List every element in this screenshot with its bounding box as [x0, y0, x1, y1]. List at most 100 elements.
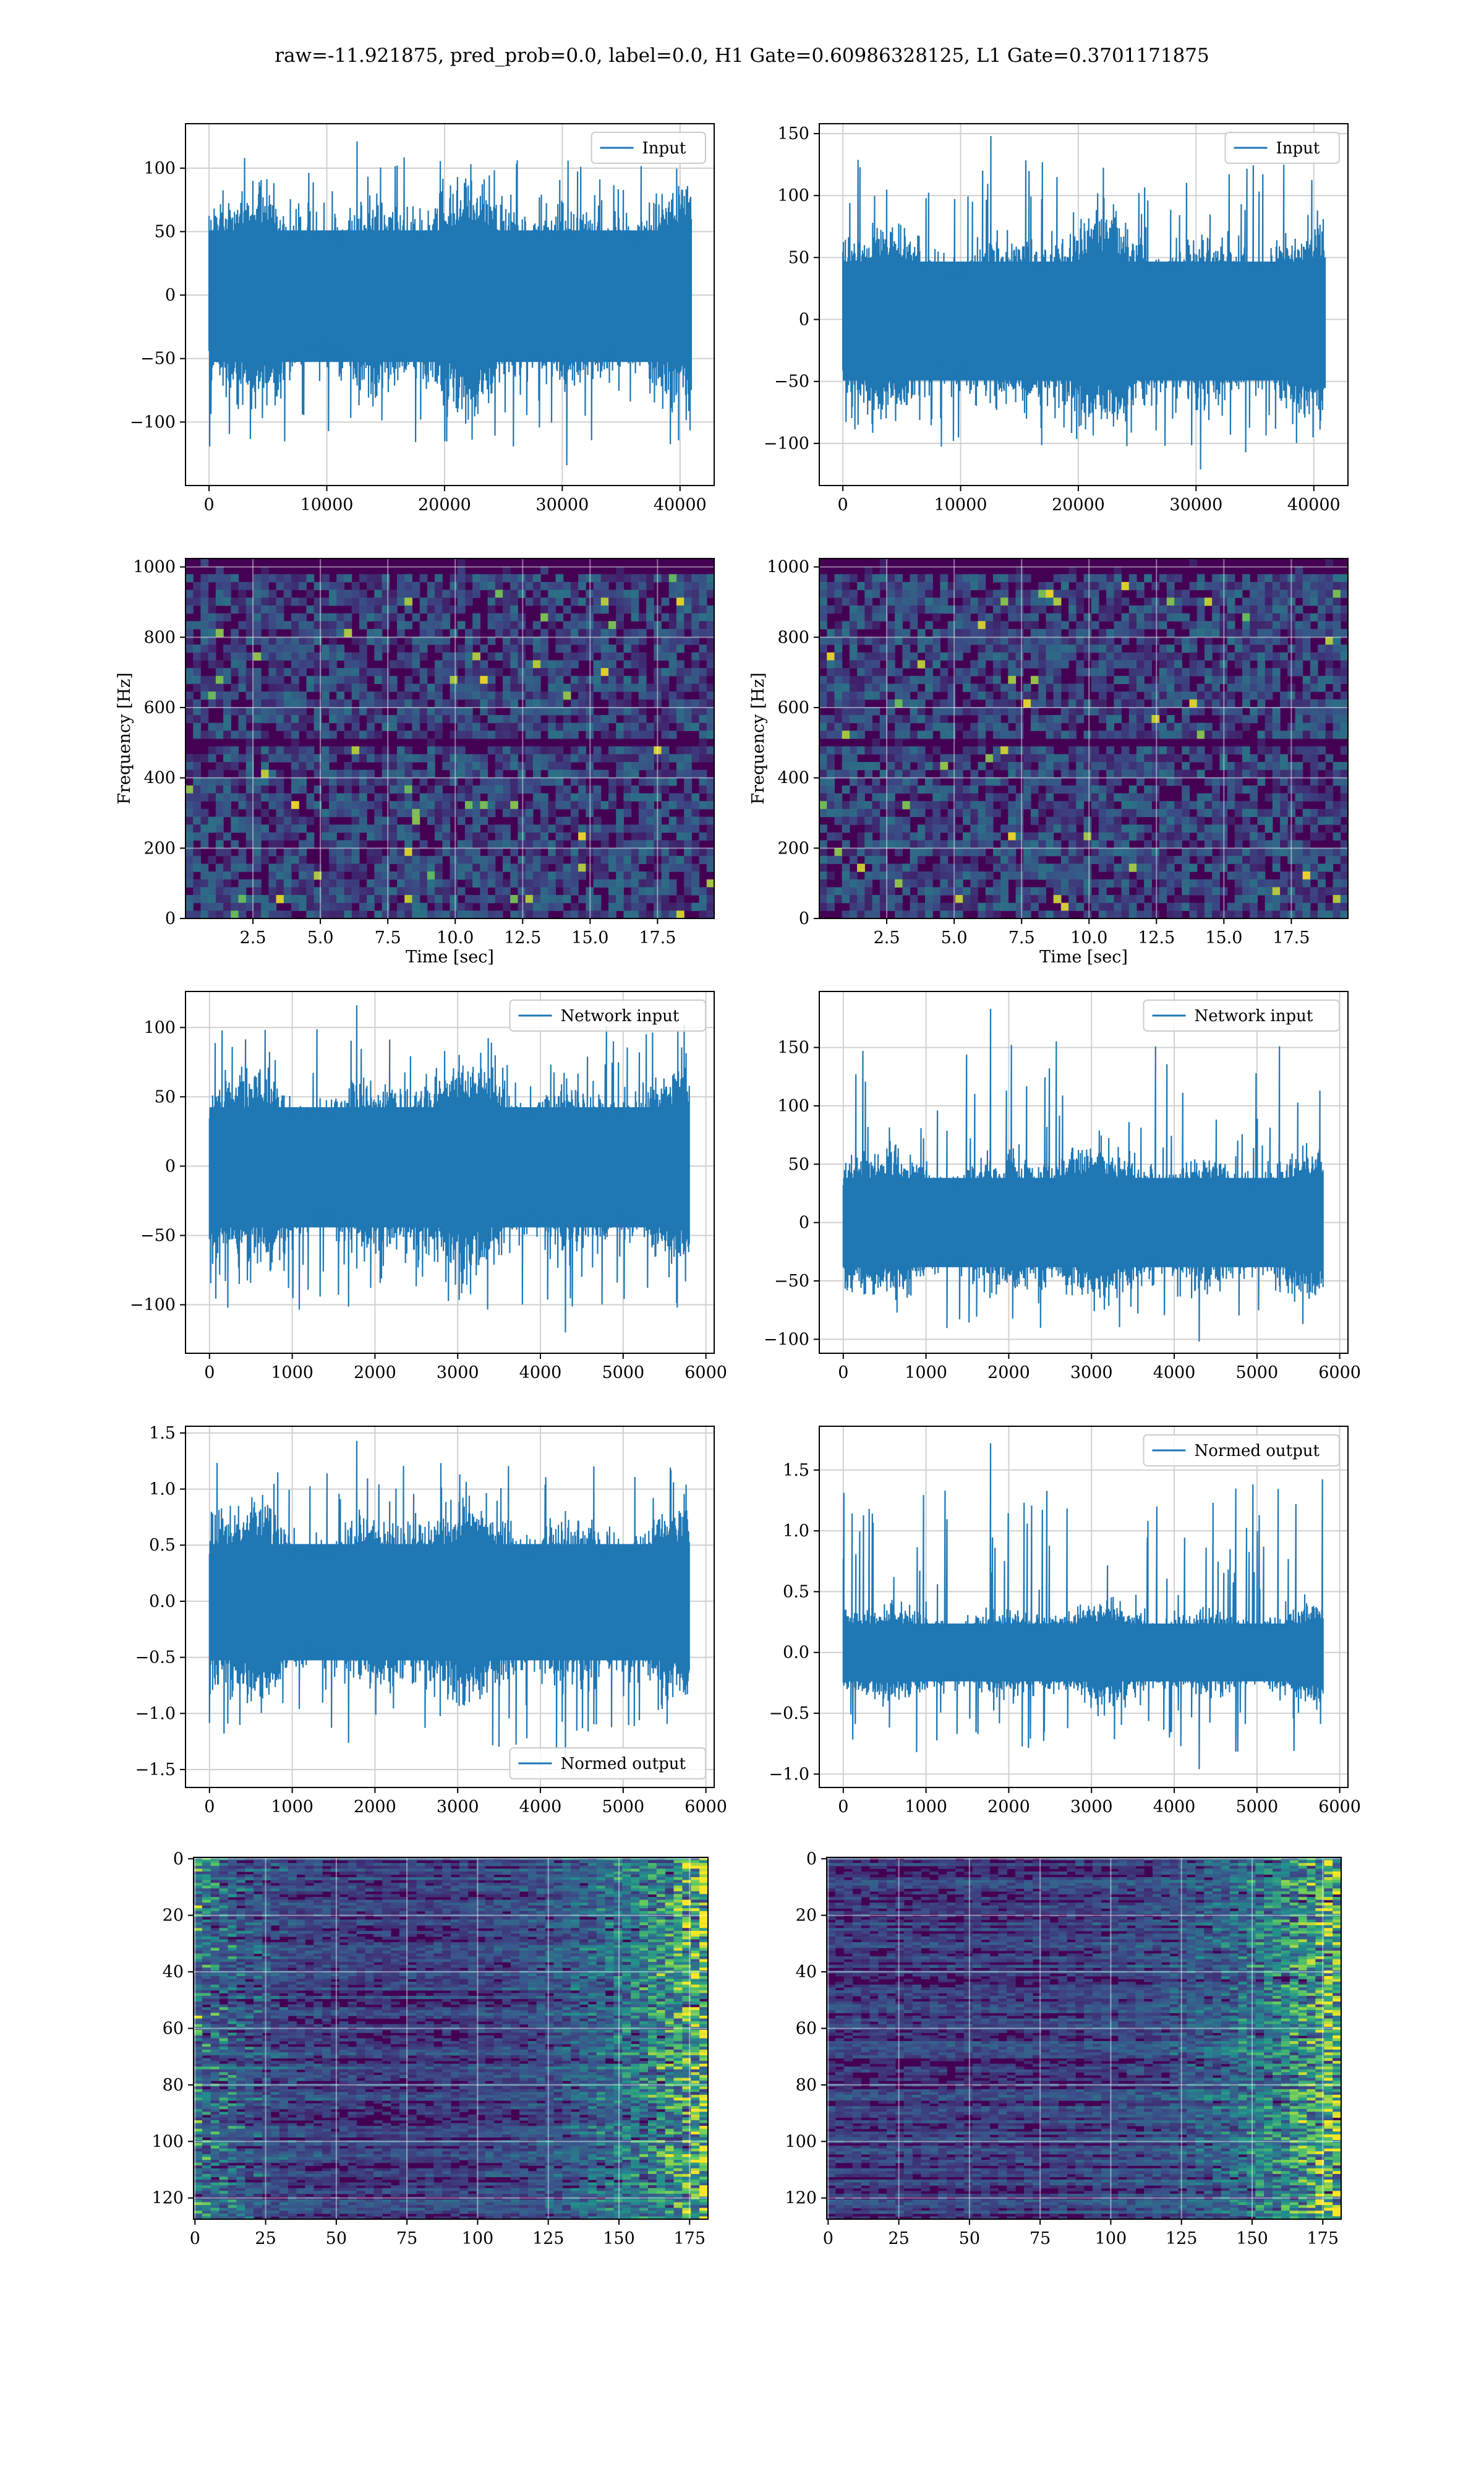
axes-frame	[193, 1857, 709, 2220]
y-tick-label: −100	[130, 1296, 176, 1315]
y-tick-label: 0	[165, 909, 176, 928]
y-tick-label: 80	[163, 2076, 184, 2095]
y-tick-label: 0	[173, 1849, 184, 1868]
y-tick-label: 400	[777, 769, 809, 788]
x-tick-label: 4000	[519, 1797, 562, 1817]
legend: Normed output	[509, 1747, 706, 1779]
x-tick-label: 12.5	[504, 928, 541, 948]
y-tick-label: 800	[777, 628, 809, 647]
x-tick-label: 0	[204, 1363, 215, 1382]
heatmap-image	[194, 1857, 708, 2219]
y-tick-label: 1.5	[783, 1461, 809, 1480]
y-tick-label: −50	[774, 372, 809, 392]
x-tick-label: 75	[1030, 2229, 1051, 2248]
axes-frame	[185, 991, 715, 1354]
x-tick-label: 1000	[905, 1363, 947, 1382]
y-tick-label: 100	[143, 1018, 176, 1037]
y-tick-label: 120	[151, 2189, 184, 2208]
y-tick-label: 400	[143, 769, 176, 788]
heatmap-image	[827, 1857, 1341, 2219]
y-tick-label: 100	[777, 186, 809, 205]
subplot-l1-normed-output: 0 1000 2000 3000 4000 5000 6000 −1.0 −0.5 0.0 0.5 1…	[769, 1426, 1361, 1817]
x-tick-label: 3000	[1070, 1797, 1113, 1817]
y-tick-label: 40	[796, 1963, 817, 1982]
y-tick-label: 20	[796, 1906, 817, 1925]
y-tick-label: 100	[785, 2132, 817, 2151]
grid-lines	[194, 1857, 708, 2219]
y-tick-label: 200	[777, 839, 809, 858]
x-tick-label: 20000	[418, 495, 471, 515]
x-tick-label: 17.5	[639, 928, 676, 948]
x-tick-label: 5000	[602, 1797, 644, 1817]
x-tick-label: 3000	[437, 1797, 479, 1817]
y-tick-label: 60	[796, 2019, 817, 2039]
x-tick-label: 175	[1307, 2229, 1339, 2248]
x-tick-label: 0	[838, 1797, 848, 1817]
subplot-l1-network-input: 0 1000 2000 3000 4000 5000 6000 −100 −50 0 50 100 15…	[764, 991, 1361, 1382]
y-tick-label: 100	[777, 1097, 809, 1116]
y-tick-label: 1.5	[149, 1424, 176, 1443]
y-tick-label: 800	[143, 628, 176, 647]
x-tick-label: 40000	[654, 495, 707, 515]
axes-frame	[185, 1426, 715, 1788]
y-tick-label: 1.0	[149, 1480, 176, 1499]
x-tick-label: 125	[1166, 2229, 1198, 2248]
y-tick-label: 60	[163, 2019, 184, 2039]
y-tick-label: 100	[151, 2132, 184, 2151]
x-tick-label: 4000	[1153, 1363, 1196, 1382]
y-tick-label: 0	[799, 909, 809, 928]
x-tick-label: 12.5	[1138, 928, 1175, 948]
axes-frame	[185, 123, 715, 486]
y-tick-label: 100	[143, 159, 176, 178]
x-tick-label: 50	[326, 2229, 347, 2248]
y-tick-label: 0.5	[783, 1582, 809, 1601]
legend: Normed output	[1143, 1434, 1340, 1466]
legend-entry: Normed output	[561, 1755, 686, 1773]
y-tick-label: −1.5	[135, 1760, 176, 1779]
y-tick-label: 40	[163, 1963, 184, 1982]
axes-frame	[819, 558, 1349, 919]
y-tick-label: 0	[799, 310, 809, 330]
y-tick-label: 1.0	[783, 1522, 809, 1541]
y-tick-label: −1.0	[135, 1704, 176, 1723]
series-line-h1-normed-output	[208, 1440, 690, 1769]
x-tick-label: 5000	[1235, 1797, 1278, 1817]
x-tick-label: 150	[1236, 2229, 1268, 2248]
y-tick-label: 1000	[767, 558, 809, 577]
x-tick-label: 6000	[1318, 1363, 1361, 1382]
legend-box	[509, 1747, 706, 1779]
x-tick-label: 2000	[987, 1363, 1030, 1382]
y-tick-label: 0.0	[783, 1643, 809, 1663]
legend-entry: Network input	[561, 1007, 680, 1025]
x-tick-label: 5000	[1235, 1363, 1278, 1382]
x-tick-label: 15.0	[571, 928, 608, 948]
y-tick-label: 1000	[133, 558, 176, 577]
x-tick-label: 10.0	[437, 928, 474, 948]
y-tick-label: 150	[777, 1038, 809, 1058]
y-axis-label: Frequency [Hz]	[115, 672, 134, 804]
legend: Input	[591, 132, 706, 164]
y-tick-label: 120	[785, 2189, 817, 2208]
legend-box	[509, 999, 706, 1032]
figure-title: raw=-11.921875, pred_prob=0.0, label=0.0…	[275, 45, 1209, 67]
x-tick-label: 10000	[934, 495, 987, 515]
x-tick-label: 6000	[1318, 1797, 1361, 1817]
x-tick-label: 17.5	[1273, 928, 1310, 948]
axes-frame	[819, 1426, 1349, 1788]
y-tick-label: 0.0	[149, 1592, 176, 1611]
y-tick-label: −50	[140, 1226, 176, 1245]
legend-box	[1143, 1434, 1340, 1466]
legend-entry: Input	[642, 139, 686, 158]
y-tick-label: 600	[777, 698, 809, 717]
subplot-h1-feature-map: 0 25 50 75 100 125 150 175 0 20 40 60 80 100 120	[151, 1849, 709, 2248]
y-tick-label: −100	[130, 413, 176, 432]
y-tick-label: 50	[155, 222, 176, 241]
y-tick-label: 20	[163, 1906, 184, 1925]
axes-frame	[819, 123, 1349, 486]
legend-box	[1143, 999, 1340, 1032]
subplot-h1-spectrogram: 2.5 5.0 7.5 10.0 12.5 15.0 17.5 0 200 400 600 800 10…	[115, 558, 715, 967]
subplot-h1-network-input: 0 1000 2000 3000 4000 5000 6000 −100 −50 0 50 100 Ne…	[130, 991, 727, 1382]
axes-frame	[826, 1857, 1342, 2220]
x-tick-label: 0	[190, 2229, 200, 2248]
